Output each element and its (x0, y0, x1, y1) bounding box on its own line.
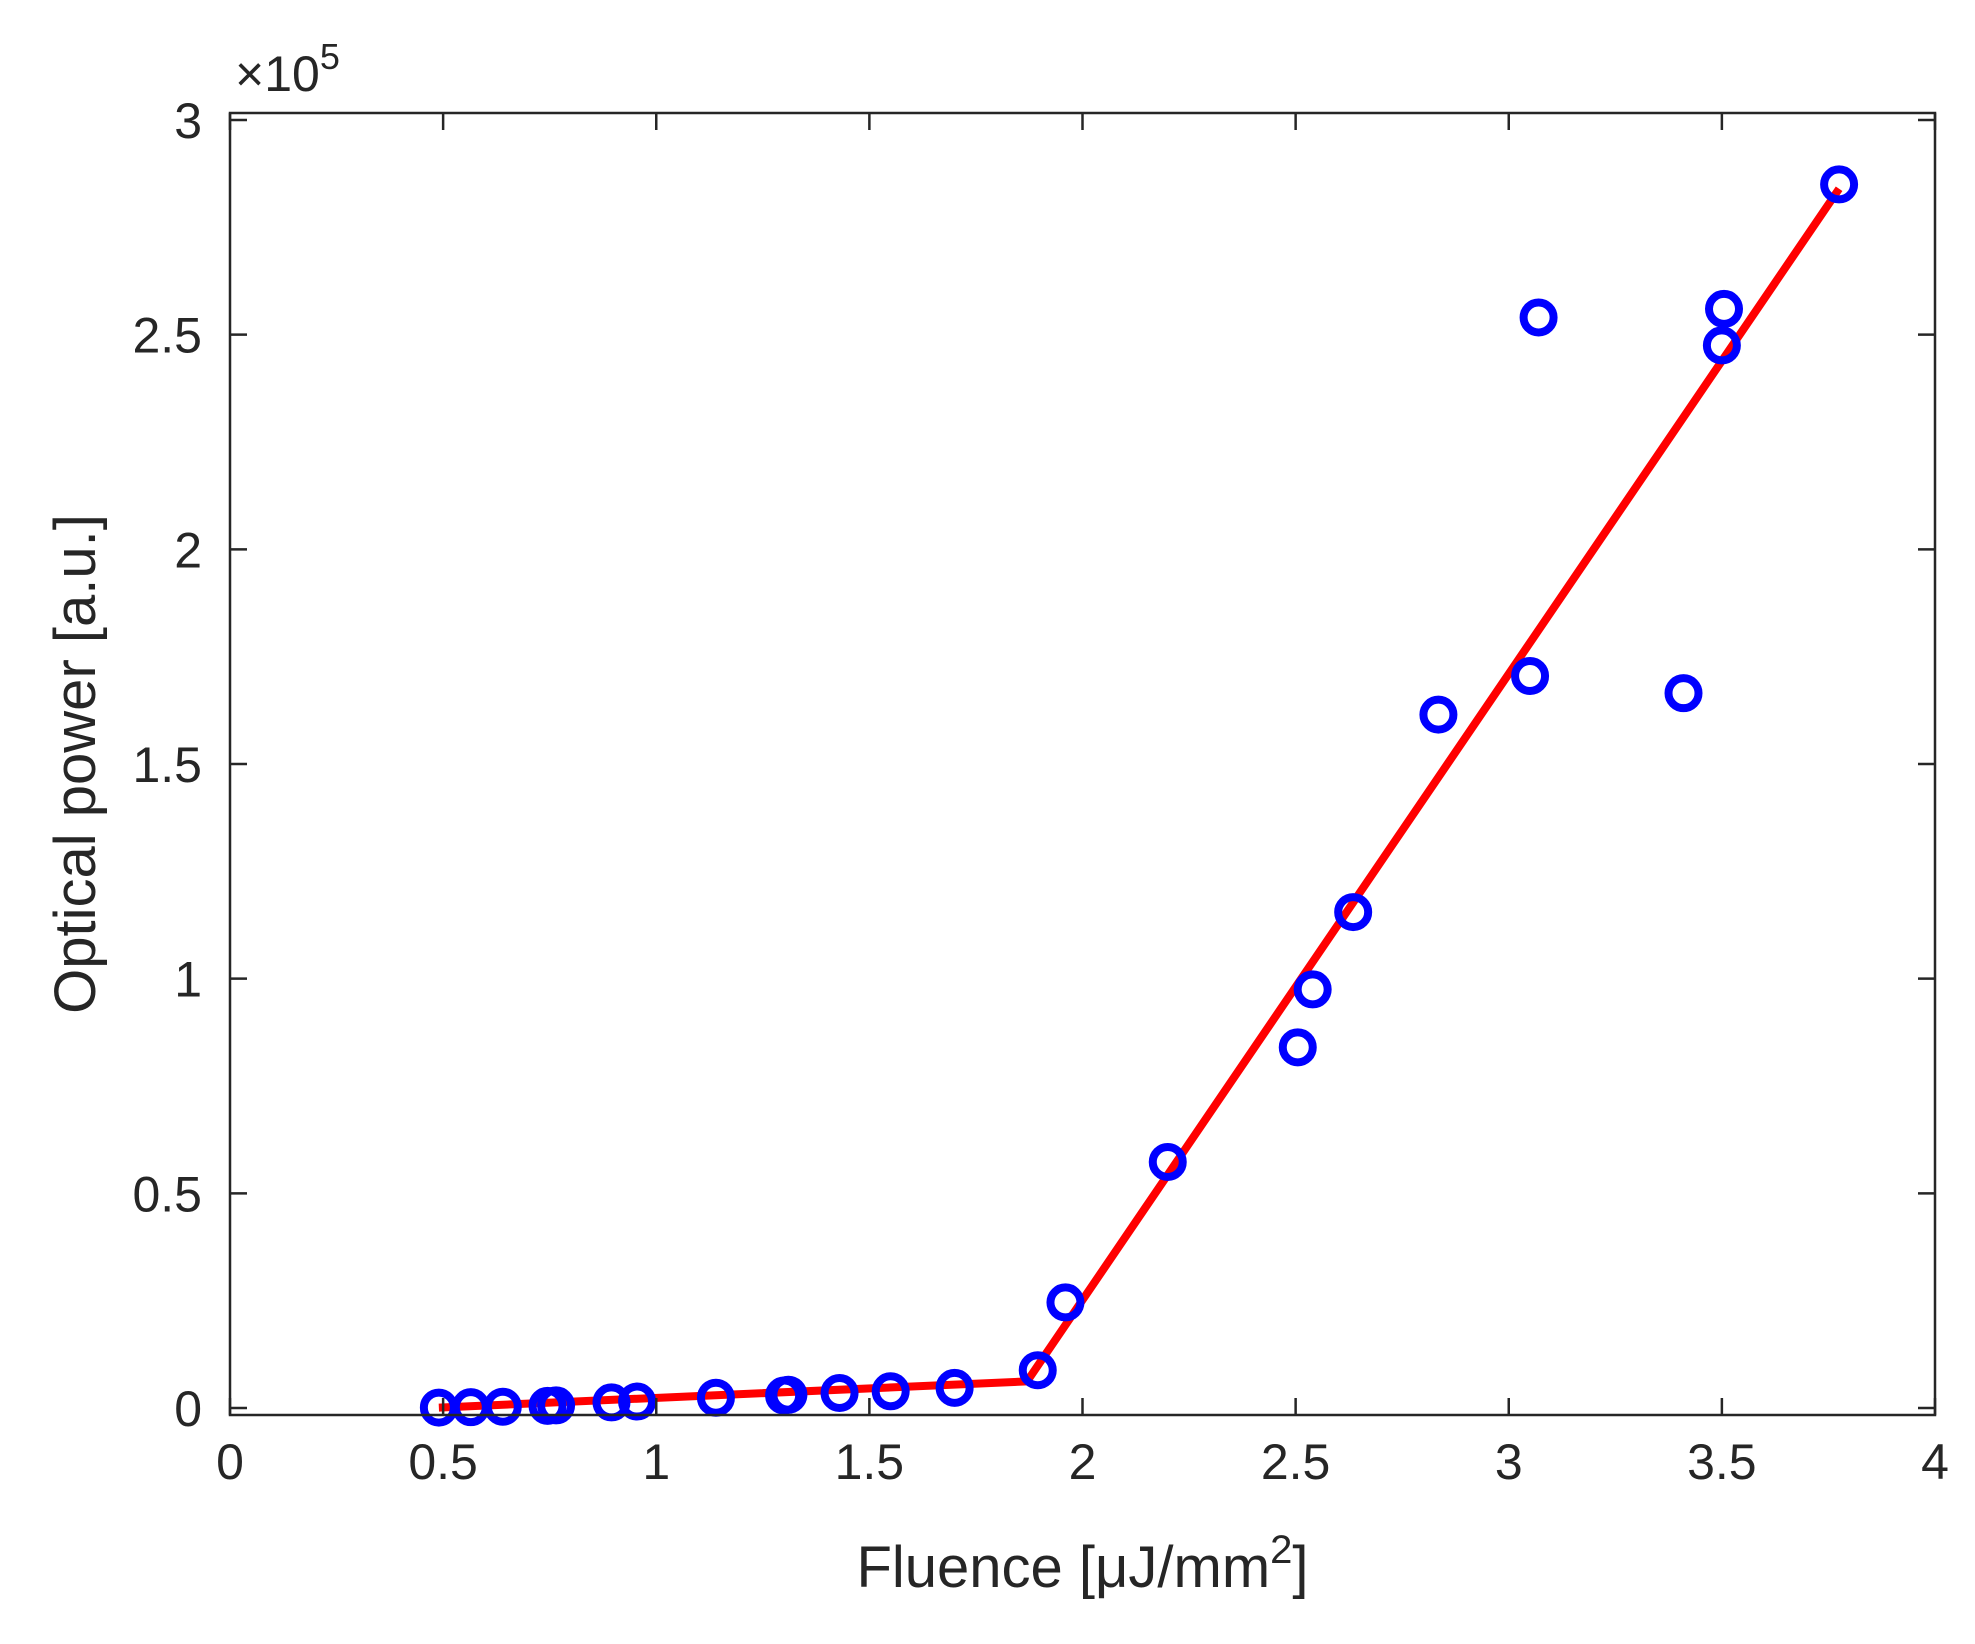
y-axis-exponent: ×105 (235, 36, 340, 102)
data-point (592, 1383, 631, 1422)
y-tick-label: 0 (174, 1381, 202, 1437)
y-tick-label: 2 (174, 522, 202, 578)
y-tick-label: 2.5 (132, 308, 202, 364)
y-tick-label: 0.5 (132, 1166, 202, 1222)
data-point (483, 1387, 522, 1426)
data-point (1664, 674, 1703, 713)
x-tick-label: 1.5 (835, 1434, 905, 1490)
x-tick-label: 0.5 (408, 1434, 478, 1490)
x-tick-label: 0 (216, 1434, 244, 1490)
x-tick-label: 2.5 (1261, 1434, 1331, 1490)
data-point (1702, 326, 1741, 365)
y-axis-label: Optical power [a.u.] (43, 514, 108, 1014)
data-point (1148, 1142, 1187, 1181)
data-point (696, 1378, 735, 1417)
x-tick-label: 3 (1495, 1434, 1523, 1490)
data-layer (419, 165, 1859, 1427)
x-tick-label: 1 (642, 1434, 670, 1490)
data-point (1519, 298, 1558, 337)
data-point (537, 1386, 576, 1425)
y-tick-label: 3 (174, 93, 202, 149)
data-point (1705, 289, 1744, 328)
x-axis-label: Fluence [μJ/mm2] (856, 1528, 1308, 1600)
y-tick-label: 1.5 (132, 737, 202, 793)
data-point (769, 1375, 808, 1414)
x-axis-ticks: 0 0.5 1 1.5 2 2.5 3 3.5 4 (216, 113, 1949, 1490)
data-point (1419, 695, 1458, 734)
data-point (1046, 1283, 1085, 1322)
x-tick-label: 2 (1069, 1434, 1097, 1490)
data-point (820, 1373, 859, 1412)
data-point (1293, 970, 1332, 1009)
y-axis-ticks: 0 0.5 1 1.5 2 2.5 3 (132, 93, 1935, 1437)
data-point (618, 1382, 657, 1421)
data-point (1334, 893, 1373, 932)
data-point (935, 1368, 974, 1407)
x-tick-label: 3.5 (1687, 1434, 1757, 1490)
data-point (1820, 165, 1859, 204)
x-tick-label: 4 (1921, 1434, 1949, 1490)
data-point (1278, 1028, 1317, 1067)
plot-area (230, 113, 1935, 1415)
data-point (1511, 656, 1550, 695)
data-point (1018, 1351, 1057, 1390)
y-tick-label: 1 (174, 952, 202, 1008)
data-point (871, 1372, 910, 1411)
